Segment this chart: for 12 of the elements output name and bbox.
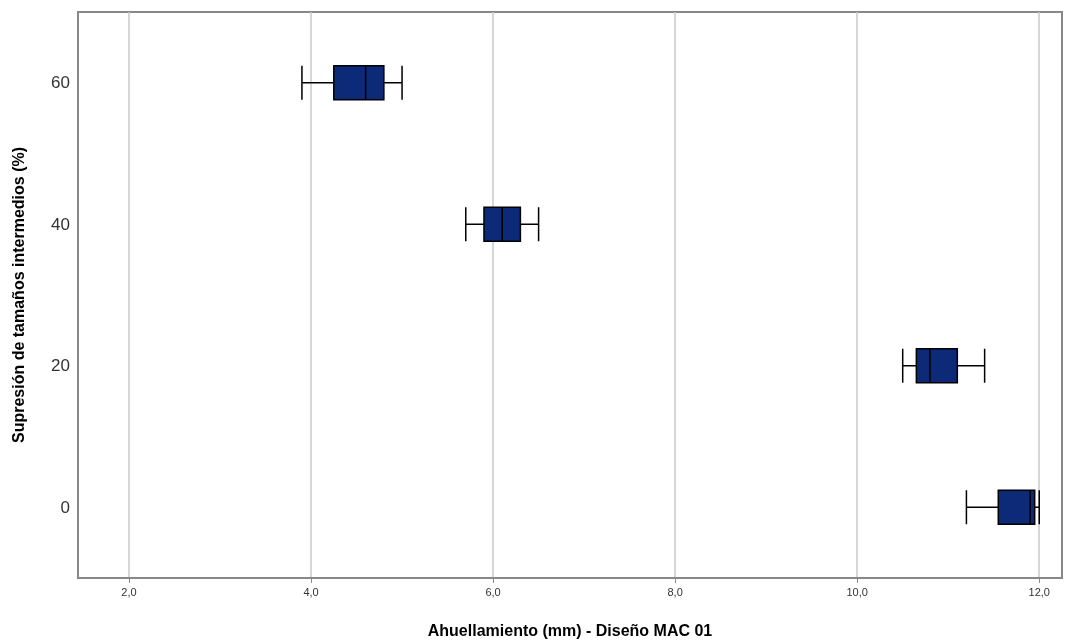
x-tick-label: 2,0 — [121, 585, 137, 598]
x-tick-label: 4,0 — [303, 585, 319, 598]
x-tick-label: 12,0 — [1028, 585, 1050, 598]
y-tick-label: 60 — [51, 73, 70, 93]
y-tick-label: 40 — [51, 214, 70, 234]
y-axis-title: Supresión de tamaños intermedios (%) — [9, 146, 27, 444]
x-tick-label: 6,0 — [485, 585, 501, 598]
y-tick-label: 0 — [60, 497, 70, 517]
x-tick-label: 8,0 — [667, 585, 683, 598]
y-tick-label: 20 — [51, 356, 70, 376]
x-tick-label: 10,0 — [846, 585, 868, 598]
x-axis-title: Ahuellamiento (mm) - Diseño MAC 01 — [427, 621, 713, 639]
